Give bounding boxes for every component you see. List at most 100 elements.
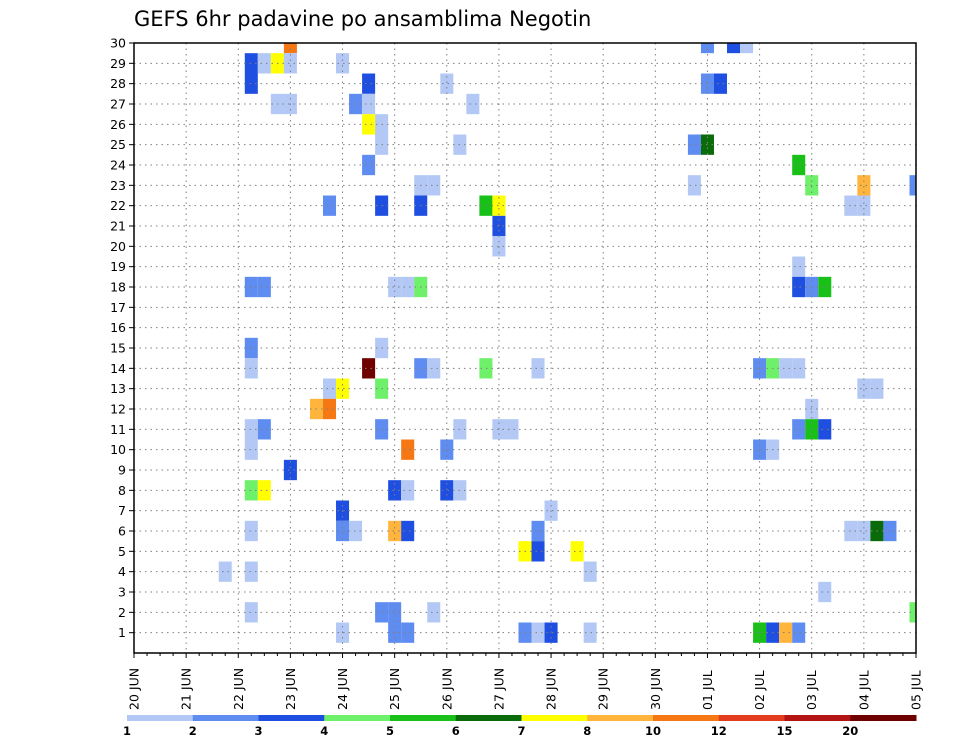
heatmap-cell <box>687 134 701 155</box>
y-tick-label: 23 <box>110 178 126 193</box>
y-tick-label: 4 <box>118 564 126 579</box>
heatmap-cell <box>283 459 297 481</box>
y-tick-label: 21 <box>110 219 126 234</box>
colorbar: 1 2 3 4 5 6 7 8 10 12 15 20 <box>123 715 917 738</box>
heatmap-cell <box>362 93 376 115</box>
heatmap-cell <box>857 520 871 542</box>
y-tick-label: 30 <box>110 36 126 51</box>
heatmap-cell <box>857 378 871 399</box>
heatmap-cell <box>700 43 714 54</box>
heatmap-cell <box>244 439 258 460</box>
heatmap-cell <box>218 561 232 582</box>
heatmap-cell <box>531 541 545 562</box>
y-tick-label: 27 <box>110 97 126 112</box>
x-tick-label: 22 JUN <box>231 668 246 710</box>
colorbar-swatch <box>455 715 522 721</box>
y-tick-label: 25 <box>110 137 126 152</box>
heatmap-cell <box>909 175 916 196</box>
heatmap-cell <box>283 43 297 54</box>
heatmap-cell <box>244 337 258 359</box>
heatmap-cell <box>257 53 271 74</box>
heatmap-cell <box>570 541 584 562</box>
heatmap-cell <box>244 73 258 94</box>
y-tick-label: 1 <box>118 625 126 640</box>
heatmap-cell <box>440 439 454 460</box>
heatmap-cell <box>479 358 493 379</box>
heatmap-cell <box>883 520 897 542</box>
heatmap-cell <box>427 358 441 379</box>
heatmap-cell <box>583 622 597 643</box>
x-tick-label: 04 JUL <box>856 670 871 710</box>
heatmap-cell <box>244 53 258 74</box>
x-tick-label: 05 JUL <box>909 670 924 710</box>
y-tick-label: 29 <box>110 56 126 71</box>
y-tick-label: 2 <box>118 605 126 620</box>
heatmap-cell <box>362 154 376 176</box>
heatmap-cell <box>687 175 701 196</box>
heatmap-cell <box>818 276 832 298</box>
heatmap-cell <box>349 93 363 115</box>
colorbar-tick-label: 3 <box>254 724 262 738</box>
heatmap-cell <box>349 520 363 542</box>
y-tick-label: 6 <box>118 524 126 539</box>
y-tick-label: 8 <box>118 483 126 498</box>
colorbar-tick-label: 4 <box>320 724 328 738</box>
heatmap-cell <box>792 276 806 298</box>
heatmap-cell <box>322 398 337 420</box>
heatmap-cell <box>792 358 806 379</box>
heatmap-cell <box>336 53 350 74</box>
heatmap-cell <box>362 358 376 379</box>
colorbar-swatch <box>718 715 785 721</box>
heatmap-cell <box>401 439 415 460</box>
heatmap-cell <box>362 73 376 94</box>
colorbar-tick-label: 6 <box>452 724 460 738</box>
x-tick-label: 25 JUN <box>387 668 402 710</box>
colorbar-tick-label: 20 <box>842 724 858 738</box>
y-tick-label: 17 <box>110 300 126 315</box>
y-tick-label: 9 <box>118 463 126 478</box>
heatmap-cell <box>388 520 402 542</box>
heatmap-cell <box>257 419 271 440</box>
heatmap-cell <box>713 73 728 94</box>
heatmap-cell <box>583 561 597 582</box>
heatmap-cell <box>909 602 916 623</box>
heatmap-cell <box>492 195 506 216</box>
heatmap-cells <box>218 43 916 643</box>
y-tick-label: 14 <box>110 361 126 376</box>
heatmap-cell <box>505 419 519 440</box>
colorbar-tick-label: 8 <box>583 724 591 738</box>
heatmap-cell <box>427 175 441 196</box>
colorbar-swatch <box>521 715 588 721</box>
heatmap-cell <box>792 256 806 277</box>
heatmap-cell <box>492 236 506 257</box>
heatmap-cell <box>401 480 415 501</box>
x-tick-label: 27 JUN <box>491 668 506 710</box>
heatmap-cell <box>244 358 258 379</box>
heatmap-cell <box>244 419 258 440</box>
heatmap-cell <box>322 378 337 399</box>
heatmap-cell <box>479 195 493 216</box>
y-tick-label: 5 <box>118 544 126 559</box>
colorbar-swatch <box>850 715 917 721</box>
heatmap-cell <box>792 622 806 643</box>
heatmap-cell <box>531 622 545 643</box>
heatmap-cell <box>753 439 767 460</box>
colorbar-tick-label: 10 <box>645 724 661 738</box>
y-tick-label: 16 <box>110 320 126 335</box>
heatmap-cell <box>336 520 350 542</box>
colorbar-swatch <box>192 715 259 721</box>
colorbar-swatch <box>784 715 851 721</box>
heatmap-cell <box>727 43 741 54</box>
heatmap-cell <box>779 358 793 379</box>
heatmap-cell <box>244 520 258 542</box>
y-tick-label: 26 <box>110 117 126 132</box>
y-tick-label: 19 <box>110 259 126 274</box>
y-tick-label: 11 <box>110 422 126 437</box>
y-axis: 1234567891011121314151617181920212223242… <box>110 36 134 640</box>
x-tick-label: 03 JUL <box>804 670 819 710</box>
heatmap-cell <box>440 480 454 501</box>
heatmap-cell <box>388 276 402 298</box>
heatmap-cell <box>792 154 806 176</box>
heatmap-cell <box>857 195 871 216</box>
